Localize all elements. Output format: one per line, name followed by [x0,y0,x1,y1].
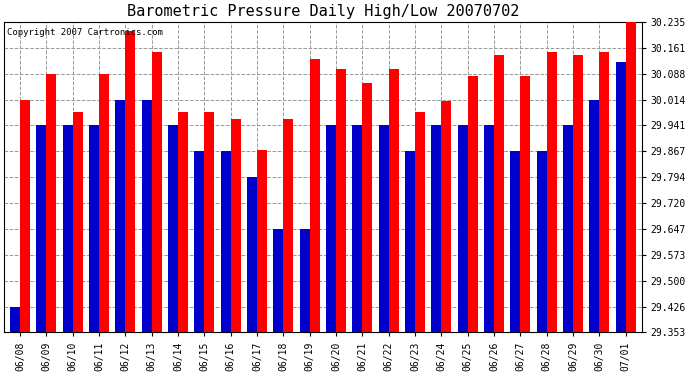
Bar [20,100,30,332]
Bar [284,118,293,332]
Bar [230,118,241,332]
Bar [442,101,451,332]
Bar [10,307,20,332]
Bar [615,62,626,332]
Bar [247,177,257,332]
Bar [468,76,477,332]
Bar [546,52,557,332]
Bar [415,111,425,332]
Bar [204,111,215,332]
Bar [326,125,336,332]
Bar [484,125,494,332]
Bar [379,125,388,332]
Bar [37,125,46,332]
Bar [89,125,99,332]
Text: Copyright 2007 Cartronics.com: Copyright 2007 Cartronics.com [8,28,164,37]
Bar [537,152,546,332]
Bar [72,111,83,332]
Title: Barometric Pressure Daily High/Low 20070702: Barometric Pressure Daily High/Low 20070… [127,4,519,19]
Bar [273,229,284,332]
Bar [63,125,72,332]
Bar [46,74,57,332]
Bar [221,152,230,332]
Bar [126,30,135,332]
Bar [431,125,442,332]
Bar [511,152,520,332]
Bar [257,150,267,332]
Bar [494,55,504,332]
Bar [299,229,310,332]
Bar [353,125,362,332]
Bar [168,125,178,332]
Bar [589,100,600,332]
Bar [626,22,635,332]
Bar [152,52,161,332]
Bar [178,111,188,332]
Bar [520,76,531,332]
Bar [600,52,609,332]
Bar [115,100,126,332]
Bar [563,125,573,332]
Bar [141,100,152,332]
Bar [336,69,346,332]
Bar [362,83,373,332]
Bar [195,152,204,332]
Bar [405,152,415,332]
Bar [310,59,319,332]
Bar [573,55,583,332]
Bar [99,74,109,332]
Bar [388,69,399,332]
Bar [457,125,468,332]
